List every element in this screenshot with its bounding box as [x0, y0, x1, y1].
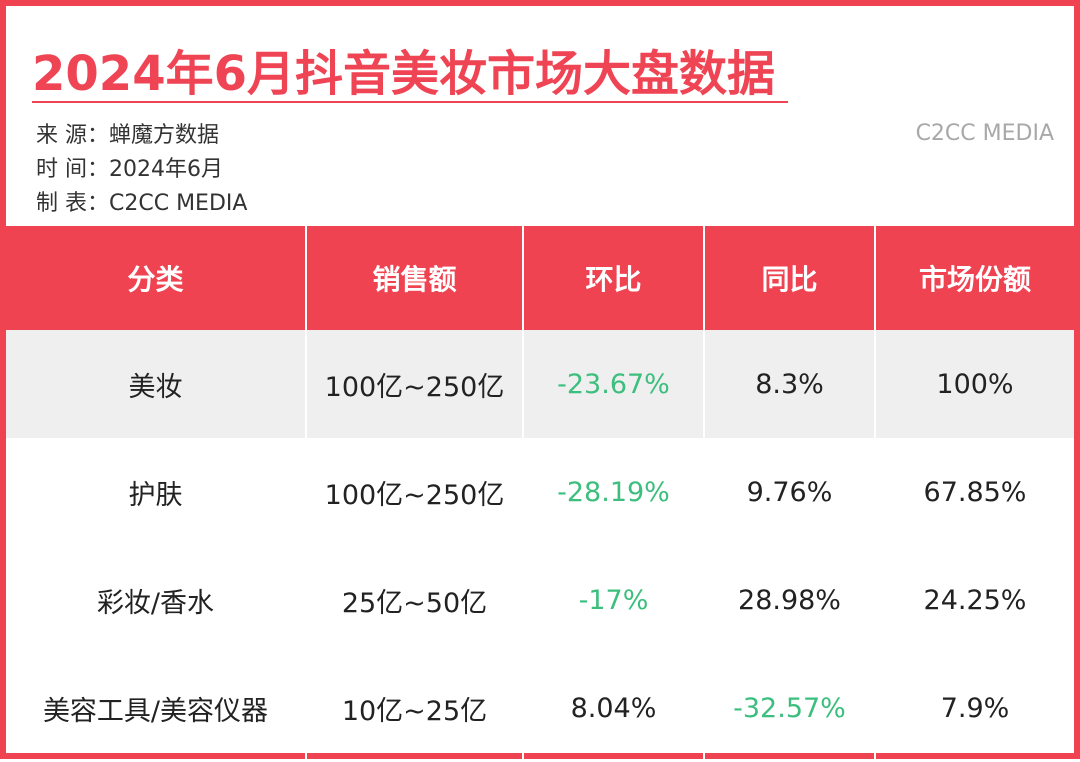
- cell-sales: 25亿~50亿: [305, 546, 524, 654]
- cell-share: 100%: [874, 330, 1074, 438]
- cell-category: 美妆: [6, 330, 307, 438]
- title-underline: [32, 101, 788, 103]
- header-sales: 销售额: [305, 226, 524, 330]
- cell-sales: 100亿~250亿: [305, 438, 524, 546]
- cell-category: 护肤: [6, 438, 307, 546]
- cell-category: 美容工具/美容仪器: [6, 654, 307, 762]
- cell-share: 7.9%: [874, 654, 1074, 762]
- header-yoy: 同比: [703, 226, 876, 330]
- table-row: 护肤 100亿~250亿 -28.19% 9.76% 67.85%: [6, 438, 1074, 546]
- cell-mom: -28.19%: [522, 438, 705, 546]
- meta-source-label: 来 源：: [36, 123, 109, 148]
- meta-time: 时 间：2024年6月: [36, 151, 223, 183]
- cell-yoy: 8.3%: [703, 330, 876, 438]
- market-data-table: 分类 销售额 环比 同比 市场份额 美妆 100亿~250亿 -23.67% 8…: [6, 226, 1074, 762]
- cell-mom: 8.04%: [522, 654, 705, 762]
- cell-sales: 100亿~250亿: [305, 330, 524, 438]
- cell-mom: -23.67%: [522, 330, 705, 438]
- meta-source-value: 蝉魔方数据: [109, 123, 220, 148]
- header-share: 市场份额: [874, 226, 1074, 330]
- cell-category: 彩妆/香水: [6, 546, 307, 654]
- table-row: 美容工具/美容仪器 10亿~25亿 8.04% -32.57% 7.9%: [6, 654, 1074, 762]
- header-mom: 环比: [522, 226, 705, 330]
- meta-time-value: 2024年6月: [109, 157, 223, 182]
- cell-share: 24.25%: [874, 546, 1074, 654]
- header-category: 分类: [6, 226, 307, 330]
- watermark: C2CC MEDIA: [915, 121, 1054, 146]
- table-row: 美妆 100亿~250亿 -23.67% 8.3% 100%: [6, 330, 1074, 438]
- meta-source: 来 源：蝉魔方数据: [36, 117, 219, 149]
- cell-yoy: -32.57%: [703, 654, 876, 762]
- table-row: 彩妆/香水 25亿~50亿 -17% 28.98% 24.25%: [6, 546, 1074, 654]
- page-title: 2024年6月抖音美妆市场大盘数据: [32, 46, 775, 102]
- cell-yoy: 9.76%: [703, 438, 876, 546]
- cell-yoy: 28.98%: [703, 546, 876, 654]
- meta-maker-label: 制 表：: [36, 191, 109, 216]
- table-header-row: 分类 销售额 环比 同比 市场份额: [6, 226, 1074, 330]
- cell-share: 67.85%: [874, 438, 1074, 546]
- cell-mom: -17%: [522, 546, 705, 654]
- meta-time-label: 时 间：: [36, 157, 109, 182]
- cell-sales: 10亿~25亿: [305, 654, 524, 762]
- meta-maker-value: C2CC MEDIA: [109, 191, 248, 216]
- meta-maker: 制 表：C2CC MEDIA: [36, 185, 247, 217]
